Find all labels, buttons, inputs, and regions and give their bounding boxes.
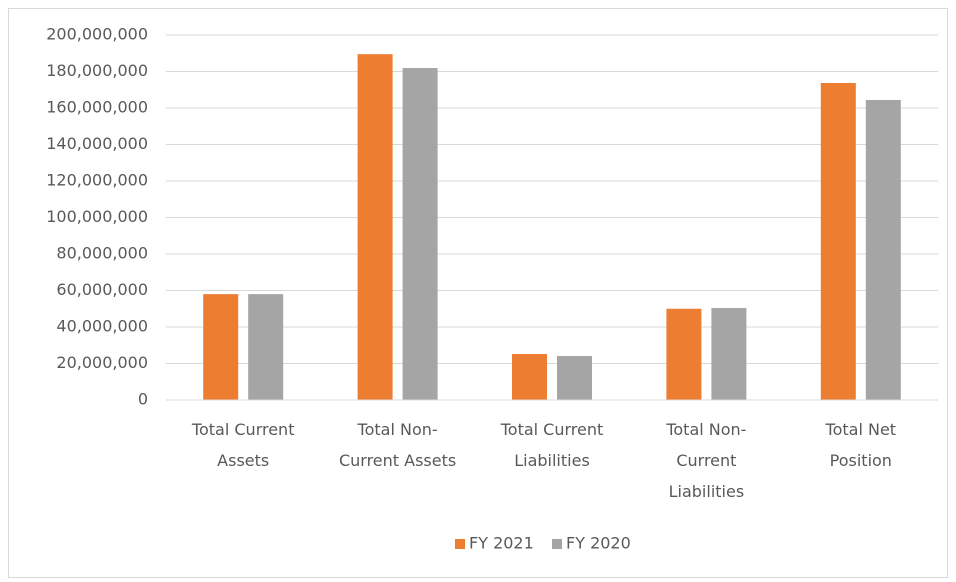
y-tick-label: 160,000,000	[46, 98, 148, 117]
legend-swatch	[552, 539, 562, 549]
bar	[203, 294, 239, 400]
x-tick-label: Total Current Assets	[191, 420, 295, 470]
bar	[402, 68, 438, 400]
x-tick-label: Total Non-Current Assets	[339, 420, 456, 470]
bar	[248, 294, 284, 400]
y-tick-label: 60,000,000	[56, 280, 148, 299]
chart-border	[8, 8, 948, 578]
x-tick-label: Total Current Liabilities	[500, 420, 604, 470]
bar	[557, 356, 592, 400]
y-tick-label: 200,000,000	[46, 25, 148, 44]
bar	[711, 308, 747, 400]
bar	[865, 99, 901, 400]
x-tick-label: Total Non-Current Liabilities	[665, 420, 746, 501]
bar	[666, 308, 702, 400]
y-tick-label: 120,000,000	[46, 171, 148, 190]
legend-swatch	[455, 539, 465, 549]
y-tick-label: 20,000,000	[56, 353, 148, 372]
y-tick-label: 0	[138, 390, 148, 409]
y-tick-label: 100,000,000	[46, 207, 148, 226]
x-tick-label: Total Net Position	[825, 420, 897, 470]
bar	[512, 354, 547, 400]
y-tick-label: 80,000,000	[56, 244, 148, 263]
bar	[357, 54, 393, 400]
y-tick-label: 180,000,000	[46, 61, 148, 80]
y-tick-label: 40,000,000	[56, 317, 148, 336]
legend-label: FY 2020	[566, 534, 631, 553]
y-tick-label: 140,000,000	[46, 134, 148, 153]
bar	[820, 82, 856, 400]
legend-label: FY 2021	[469, 534, 534, 553]
